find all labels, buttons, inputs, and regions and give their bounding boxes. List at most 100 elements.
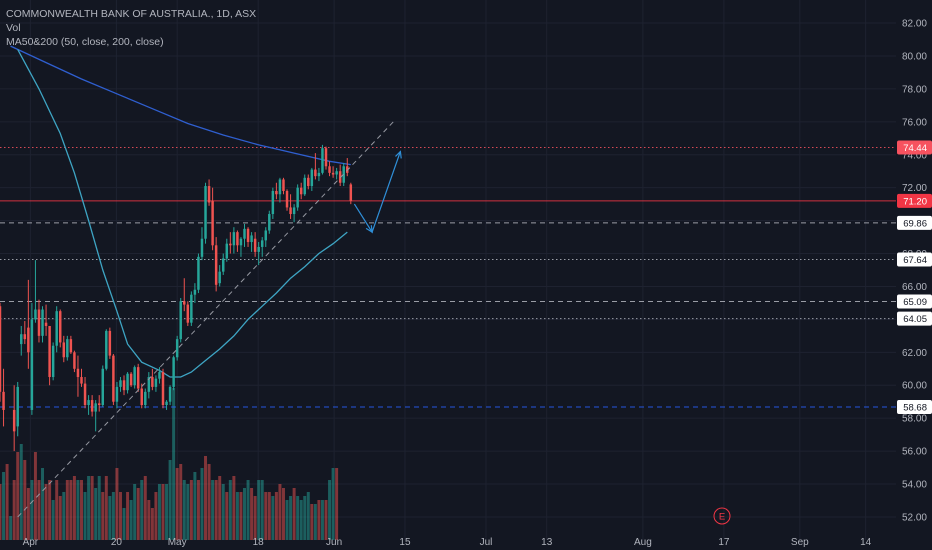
- candle-body: [2, 391, 5, 410]
- price-axis[interactable]: 52.0054.0056.0058.0060.0062.0064.0066.00…: [897, 19, 932, 524]
- volume-bar: [129, 500, 133, 540]
- volume-bar: [317, 500, 321, 540]
- volume-bar: [37, 480, 41, 540]
- time-axis[interactable]: Apr 20 May 18 Jun 15 Jul 13 Aug 17 Sep 14: [23, 537, 872, 548]
- candle-body: [197, 256, 200, 290]
- candle-body: [328, 166, 331, 173]
- level-badge-label: 58.68: [903, 402, 927, 413]
- candle-body: [246, 228, 250, 243]
- time-tick-label: Jun: [326, 537, 342, 548]
- candle-body: [278, 179, 282, 195]
- volume-bar: [182, 480, 186, 540]
- candle-body: [168, 386, 172, 402]
- candle-body: [190, 294, 193, 323]
- symbol-title[interactable]: COMMONWEALTH BANK OF AUSTRALIA., 1D, ASX: [6, 8, 257, 20]
- candle-body: [16, 386, 19, 427]
- volume-bar: [154, 492, 158, 540]
- candle-body: [58, 311, 62, 343]
- volume-bar: [19, 444, 23, 540]
- time-tick-label: 14: [860, 537, 872, 548]
- volume-bar: [267, 492, 271, 540]
- time-tick-label: Jul: [480, 537, 493, 548]
- volume-bar: [324, 500, 328, 540]
- candlesticks: [0, 144, 353, 452]
- candle-body: [66, 339, 69, 358]
- candle-body: [101, 368, 105, 405]
- candle-body: [122, 380, 126, 391]
- price-tick-label: 54.00: [902, 480, 927, 491]
- candle-body: [20, 334, 23, 345]
- candle-body: [108, 330, 112, 356]
- candle-body: [55, 311, 58, 346]
- volume-bar: [62, 492, 66, 540]
- volume-bar: [285, 500, 289, 540]
- price-tick-label: 82.00: [902, 19, 927, 30]
- volume-bar: [168, 460, 172, 540]
- candle-body: [257, 246, 260, 252]
- candle-body: [151, 377, 154, 387]
- volume-bar: [97, 476, 101, 540]
- candle-body: [34, 309, 37, 320]
- level-badge-label: 65.09: [903, 297, 927, 308]
- candle-body: [147, 377, 151, 392]
- volume-bar: [271, 496, 275, 540]
- time-tick-label: Apr: [23, 537, 39, 548]
- volume-bar: [33, 452, 37, 540]
- level-badge-label: 69.86: [903, 218, 927, 229]
- candle-body: [136, 367, 140, 389]
- earnings-circle: [713, 507, 731, 525]
- earnings-marker[interactable]: E: [713, 507, 731, 525]
- candle-body: [105, 330, 108, 369]
- volume-bar: [41, 468, 45, 540]
- volume-bar: [118, 492, 122, 540]
- volume-bar: [175, 468, 179, 540]
- volume-bar: [55, 480, 59, 540]
- volume-bar: [165, 484, 169, 540]
- volume-legend[interactable]: Vol: [6, 22, 21, 34]
- candle-body: [37, 309, 41, 336]
- volume-bar: [225, 492, 229, 540]
- candle-body: [292, 207, 296, 215]
- volume-bar: [51, 500, 55, 540]
- volume-bar: [5, 464, 9, 540]
- volume-bar: [189, 480, 193, 540]
- volume-bar: [211, 480, 215, 540]
- candle-body: [253, 238, 257, 252]
- volume-bar: [239, 492, 243, 540]
- level-badge-label: 64.05: [903, 314, 927, 325]
- candle-body: [331, 172, 335, 175]
- volume-bar: [12, 480, 16, 540]
- time-tick-label: 18: [253, 537, 265, 548]
- price-tick-label: 76.00: [902, 117, 927, 128]
- candle-body: [243, 228, 246, 239]
- projection-arrowhead-up: [395, 150, 402, 159]
- volume-bar: [292, 488, 296, 540]
- volume-bar: [274, 492, 278, 540]
- candle-body: [271, 190, 275, 215]
- volume-bar: [72, 476, 76, 540]
- ma-legend[interactable]: MA50&200 (50, close, 200, close): [6, 36, 164, 48]
- time-tick-label: Sep: [791, 537, 809, 548]
- horizontal-levels: [0, 147, 896, 408]
- volume-bar: [260, 480, 264, 540]
- volume-bar: [94, 488, 98, 540]
- candle-body: [165, 401, 168, 405]
- volume-bar: [310, 504, 314, 540]
- candle-body: [236, 232, 239, 246]
- candle-body: [275, 190, 278, 195]
- candle-body: [285, 190, 289, 208]
- candle-body: [94, 403, 97, 412]
- volume-bar: [147, 500, 151, 540]
- volume-bar: [150, 508, 154, 540]
- candle-body: [186, 304, 190, 323]
- candle-body: [193, 289, 197, 295]
- volume-bar: [243, 488, 246, 540]
- candle-body: [87, 400, 90, 405]
- volume-bar: [257, 480, 261, 540]
- volume-bar: [328, 480, 332, 540]
- candle-body: [140, 388, 143, 405]
- volume-bar: [58, 496, 62, 540]
- candle-body: [268, 214, 271, 231]
- candle-body: [250, 235, 253, 243]
